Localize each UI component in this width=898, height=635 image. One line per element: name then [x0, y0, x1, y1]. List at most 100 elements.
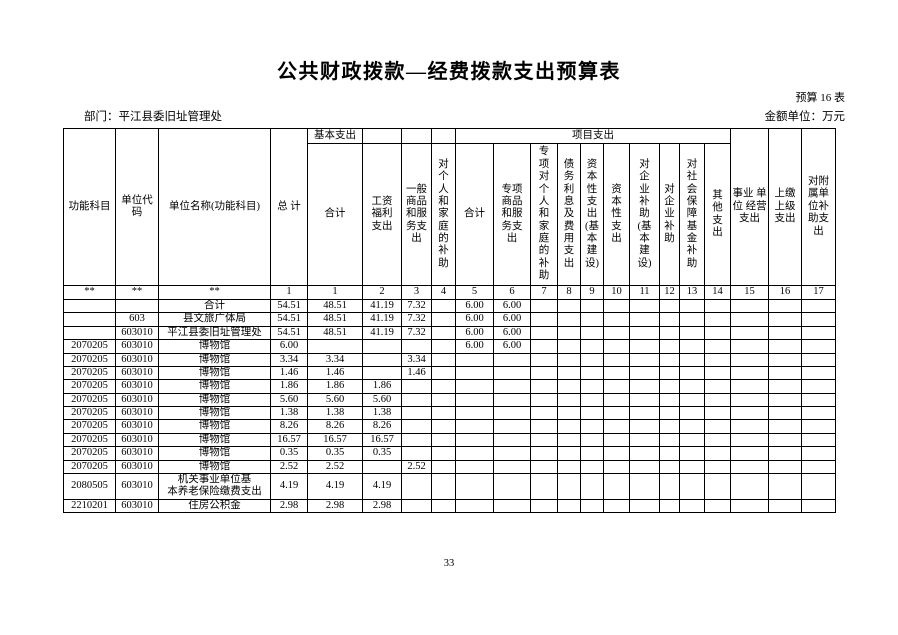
value-cell — [603, 498, 630, 514]
value-cell — [557, 419, 581, 434]
table-row: 603010 平江县委旧址管理处 54.51 48.51 41.19 7.32 6.00 6.… — [63, 325, 837, 341]
table-row: 2070205 603010 博物馆 16.57 16.57 16.57 — [63, 432, 837, 448]
unit-code-cell: 603010 — [115, 352, 159, 367]
value-cell — [659, 365, 680, 381]
value-cell — [730, 498, 770, 514]
value-cell: 8.26 — [270, 419, 308, 434]
value-cell — [493, 392, 531, 408]
value-cell — [603, 365, 630, 381]
value-cell — [801, 446, 837, 461]
value-cell — [603, 325, 630, 341]
value-cell — [603, 312, 630, 327]
value-cell — [659, 339, 680, 354]
value-cell — [493, 379, 531, 394]
value-cell: 5.60 — [307, 392, 363, 408]
unit-name-cell: 博物馆 — [158, 405, 271, 421]
value-cell: 3.34 — [307, 352, 363, 367]
value-cell — [530, 312, 558, 327]
value-cell — [530, 379, 558, 394]
value-cell — [679, 365, 705, 381]
value-cell — [530, 459, 558, 474]
value-cell — [703, 365, 732, 381]
value-cell — [629, 419, 660, 434]
budget-table: 功能科目 单位代 码 单位名称(功能科目) 总 计 基本支出 项目支出 事业 单… — [63, 128, 837, 514]
col-number-cell: 10 — [603, 285, 630, 300]
value-cell: 6.00 — [455, 312, 494, 327]
value-cell: 7.32 — [401, 298, 432, 314]
value-cell — [679, 325, 705, 341]
value-cell: 48.51 — [307, 298, 363, 314]
value-cell — [557, 379, 581, 394]
value-cell — [557, 459, 581, 474]
value-cell — [401, 392, 432, 408]
value-cell — [455, 352, 494, 367]
unit-code-cell — [115, 298, 159, 314]
value-cell — [493, 365, 531, 381]
table-row: 2070205 603010 博物馆 8.26 8.26 8.26 — [63, 419, 837, 434]
value-cell: 1.46 — [270, 365, 308, 381]
value-cell — [431, 498, 456, 514]
value-cell — [730, 472, 770, 500]
value-cell — [730, 325, 770, 341]
value-cell — [659, 298, 680, 314]
value-cell — [801, 339, 837, 354]
value-cell — [703, 392, 732, 408]
value-cell — [801, 459, 837, 474]
header-enterprise-subsidy: 对 企 业 补 助 — [659, 143, 680, 286]
header-basic-spacer — [362, 128, 402, 144]
value-cell: 16.57 — [362, 432, 402, 448]
value-cell — [703, 419, 732, 434]
unit-name-cell: 博物馆 — [158, 459, 271, 474]
value-cell — [679, 312, 705, 327]
value-cell — [493, 432, 531, 448]
value-cell — [659, 472, 680, 500]
header-unit-code: 单位代 码 — [115, 128, 159, 286]
col-number-cell: 5 — [455, 285, 494, 300]
value-cell — [530, 405, 558, 421]
header-basic-subtotal: 合计 — [307, 143, 363, 286]
value-cell: 1.86 — [270, 379, 308, 394]
value-cell — [557, 325, 581, 341]
func-subject-cell: 2070205 — [63, 419, 116, 434]
value-cell — [431, 365, 456, 381]
value-cell — [768, 472, 803, 500]
value-cell — [730, 352, 770, 367]
value-cell: 2.98 — [270, 498, 308, 514]
value-cell — [493, 352, 531, 367]
value-cell — [455, 392, 494, 408]
header-basic-spacer — [431, 128, 456, 144]
unit-code-cell: 603010 — [115, 498, 159, 514]
amount-unit-label: 金额单位：万元 — [764, 111, 846, 123]
unit-name-cell: 平江县委旧址管理处 — [158, 325, 271, 341]
func-subject-cell: 2070205 — [63, 459, 116, 474]
value-cell — [431, 446, 456, 461]
col-number-cell: 17 — [801, 285, 837, 300]
value-cell — [659, 432, 680, 448]
value-cell — [703, 498, 732, 514]
value-cell — [768, 459, 803, 474]
header-unit-name: 单位名称(功能科目) — [158, 128, 271, 286]
value-cell — [679, 379, 705, 394]
header-upward-remittance: 上缴 上级 支出 — [768, 128, 803, 286]
unit-code-cell: 603010 — [115, 432, 159, 448]
header-other-expenditure: 其 他 支 出 — [703, 143, 732, 286]
value-cell: 1.46 — [307, 365, 363, 381]
value-cell — [629, 498, 660, 514]
value-cell — [455, 405, 494, 421]
value-cell — [679, 392, 705, 408]
value-cell: 16.57 — [307, 432, 363, 448]
value-cell: 5.60 — [362, 392, 402, 408]
value-cell — [557, 446, 581, 461]
col-number-cell: 9 — [580, 285, 604, 300]
unit-name-cell: 博物馆 — [158, 432, 271, 448]
value-cell — [801, 298, 837, 314]
value-cell — [401, 379, 432, 394]
value-cell — [629, 459, 660, 474]
value-cell — [603, 298, 630, 314]
value-cell — [679, 472, 705, 500]
value-cell — [730, 379, 770, 394]
unit-name-cell: 博物馆 — [158, 365, 271, 381]
unit-name-cell: 合计 — [158, 298, 271, 314]
value-cell — [557, 298, 581, 314]
value-cell — [730, 298, 770, 314]
